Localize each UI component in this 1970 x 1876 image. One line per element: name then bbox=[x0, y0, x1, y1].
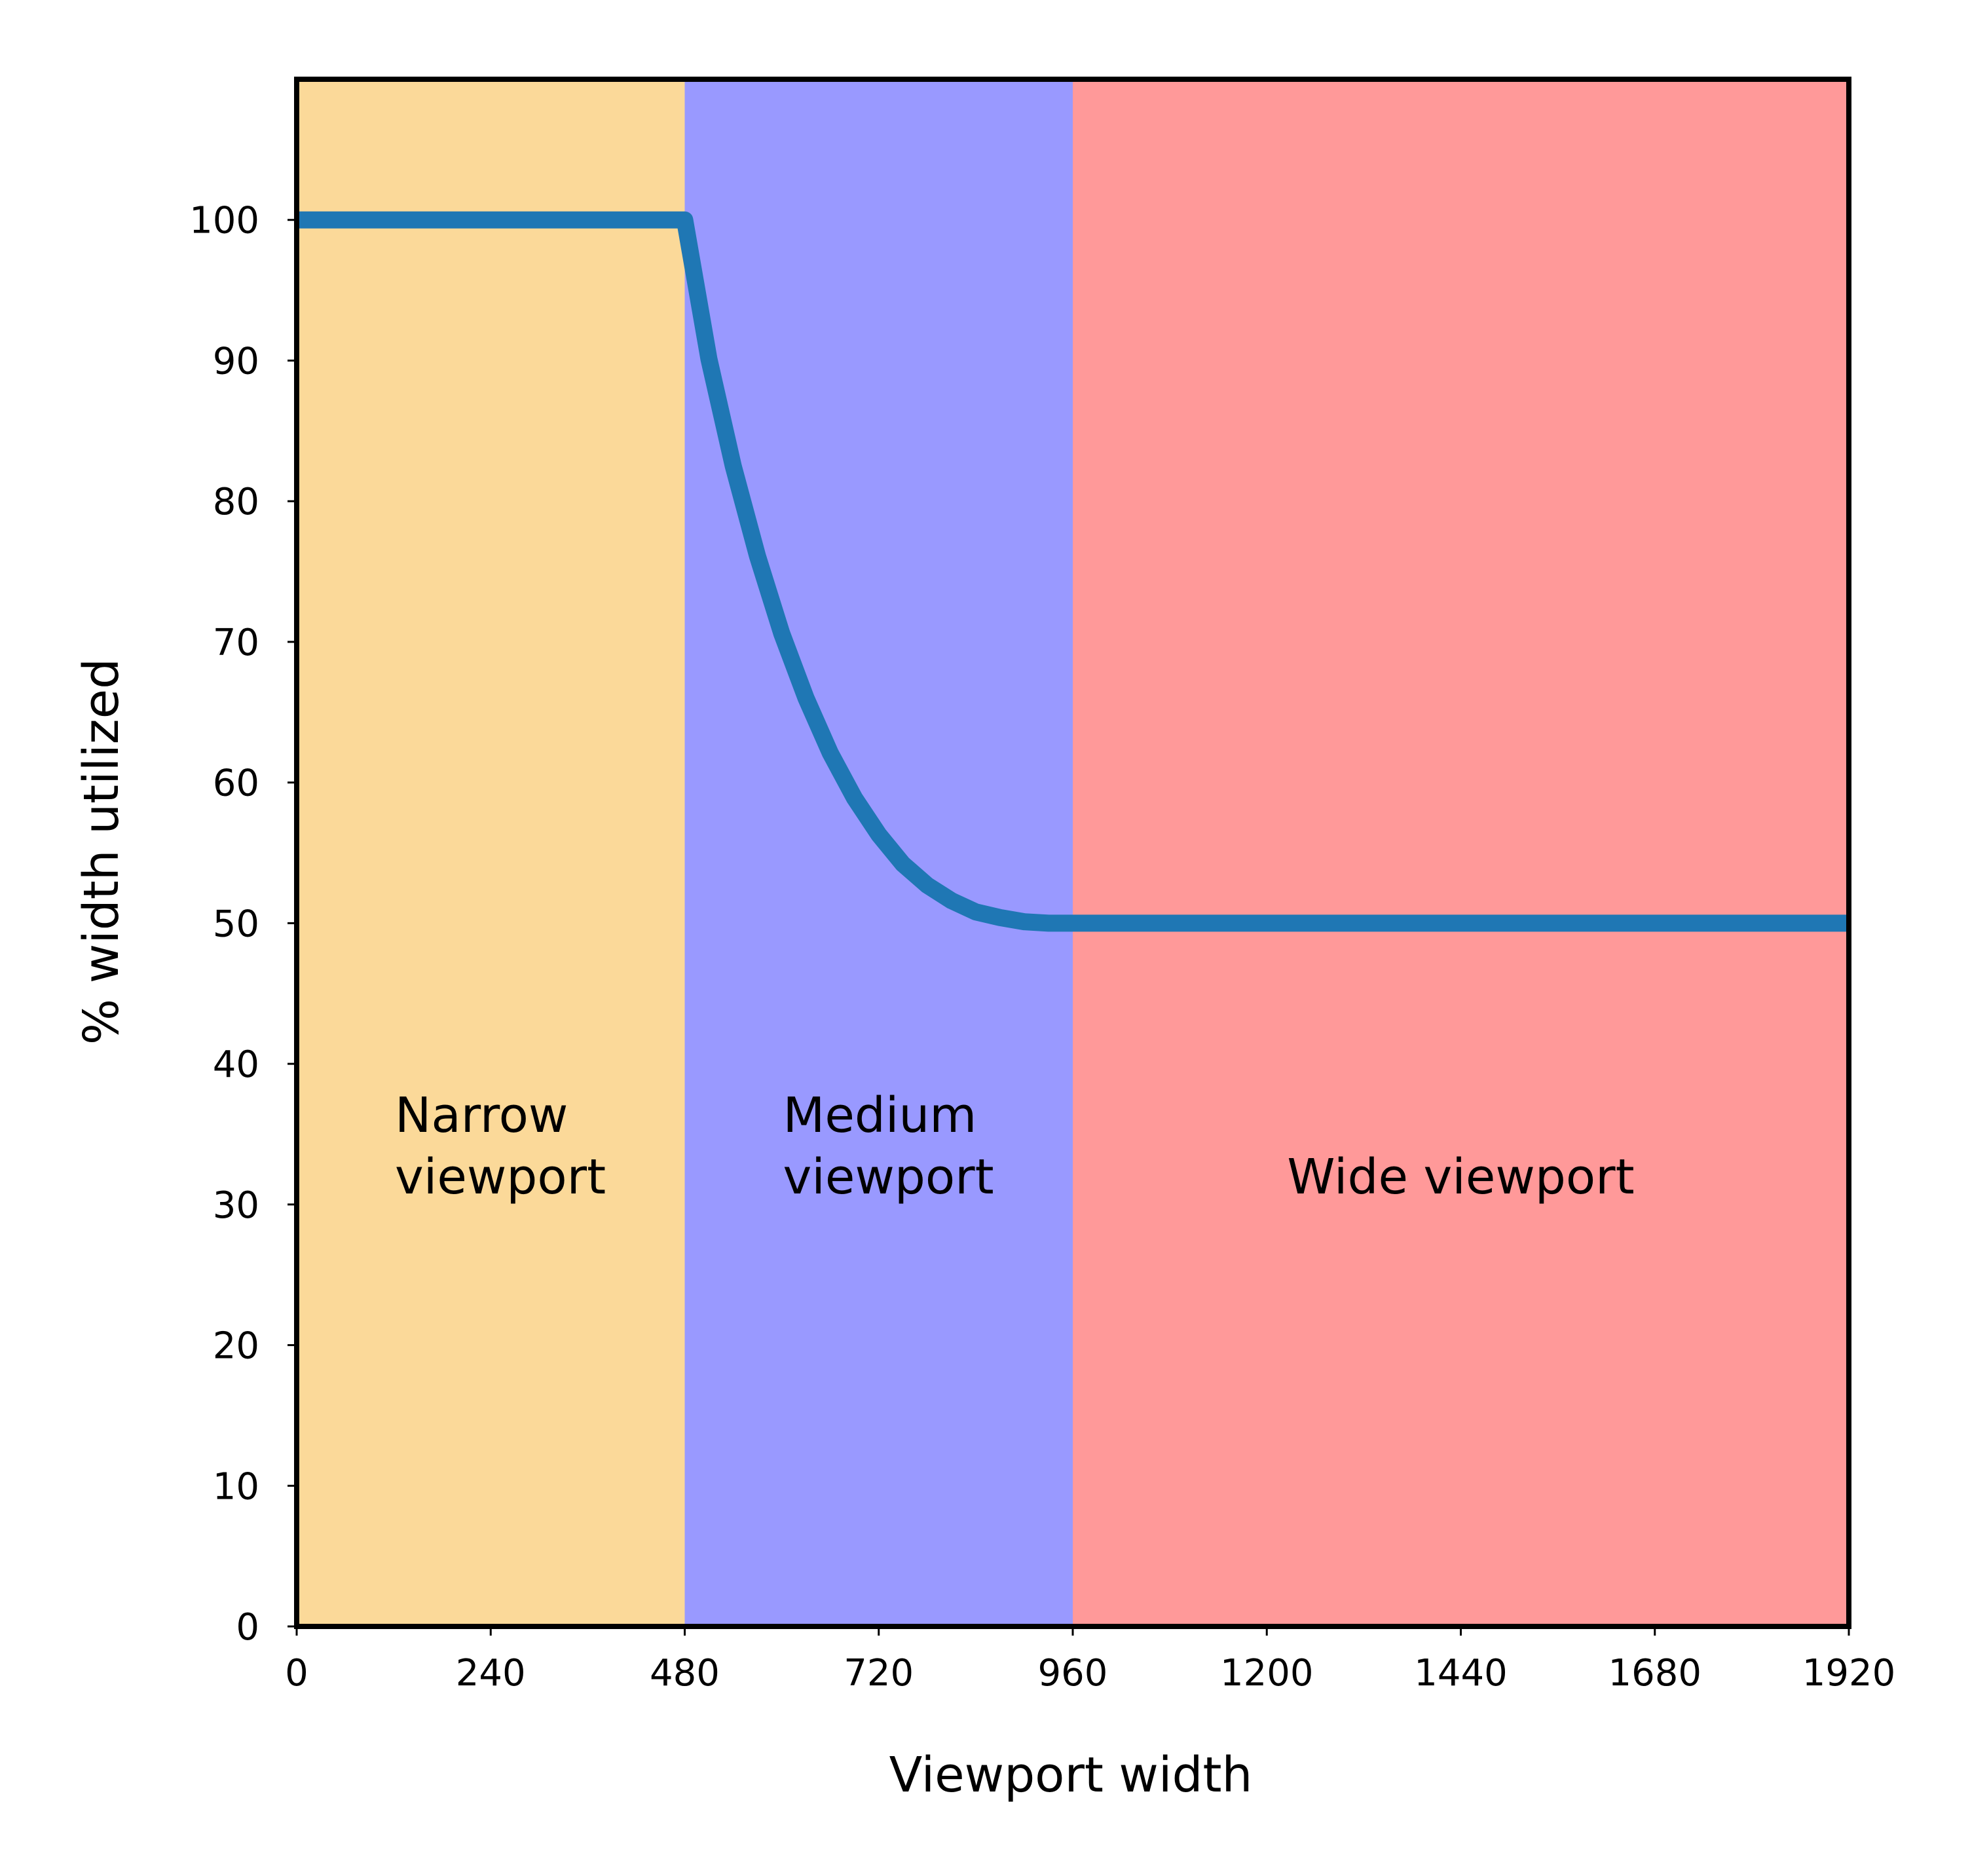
y-tick-label: 80 bbox=[213, 481, 259, 523]
region-band-1 bbox=[684, 79, 1073, 1626]
region-band-0 bbox=[297, 79, 685, 1626]
x-tick-label: 1200 bbox=[1220, 1652, 1314, 1695]
y-tick-label: 60 bbox=[213, 762, 259, 805]
y-tick-label: 10 bbox=[213, 1465, 259, 1508]
x-axis-ticks: 0 240 480 720 960 1200 1440 1680 1920 bbox=[285, 1626, 1895, 1695]
data-series bbox=[297, 211, 1849, 932]
x-tick-label: 720 bbox=[844, 1652, 914, 1695]
y-tick-label: 70 bbox=[213, 622, 259, 664]
series-line-0 bbox=[297, 211, 1849, 932]
region-label-0: Narrow viewport bbox=[395, 1087, 606, 1205]
y-axis-ticks: 0 10 20 30 40 50 60 70 80 90 100 bbox=[189, 200, 297, 1649]
y-tick-label: 0 bbox=[236, 1606, 259, 1649]
y-tick-label: 30 bbox=[213, 1184, 259, 1227]
y-tick-label: 90 bbox=[213, 340, 259, 383]
y-tick-label: 50 bbox=[213, 903, 259, 945]
x-tick-label: 0 bbox=[285, 1652, 308, 1695]
y-tick-label: 20 bbox=[213, 1325, 259, 1368]
x-axis-label: Viewport width bbox=[889, 1747, 1253, 1803]
region-label-2: Wide viewport bbox=[1287, 1149, 1634, 1205]
region-label-line: Narrow bbox=[395, 1087, 568, 1144]
x-tick-label: 960 bbox=[1038, 1652, 1108, 1695]
x-tick-label: 480 bbox=[650, 1652, 720, 1695]
y-tick-label: 100 bbox=[189, 200, 259, 242]
viewport-regions bbox=[297, 79, 1849, 1626]
y-tick-label: 40 bbox=[213, 1043, 259, 1086]
x-tick-label: 1920 bbox=[1802, 1652, 1896, 1695]
x-tick-label: 1680 bbox=[1608, 1652, 1701, 1695]
region-label-line: viewport bbox=[783, 1149, 994, 1205]
region-band-2 bbox=[1073, 79, 1849, 1626]
x-tick-label: 240 bbox=[456, 1652, 526, 1695]
region-label-line: viewport bbox=[395, 1149, 606, 1205]
y-axis-label: % width utilized bbox=[73, 658, 130, 1045]
region-label-line: Medium bbox=[783, 1087, 977, 1144]
region-label-1: Medium viewport bbox=[783, 1087, 994, 1205]
x-tick-label: 1440 bbox=[1414, 1652, 1508, 1695]
region-label-line: Wide viewport bbox=[1287, 1149, 1634, 1205]
